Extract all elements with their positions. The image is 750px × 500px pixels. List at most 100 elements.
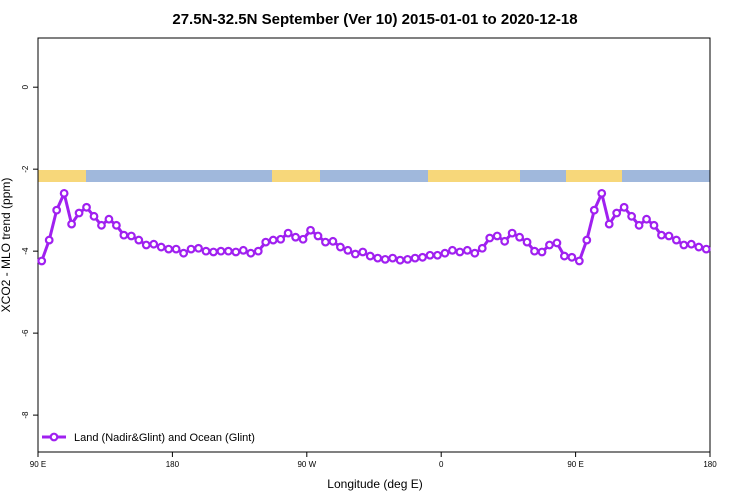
data-point (276, 234, 286, 244)
data-point (209, 247, 218, 257)
data-point (111, 220, 121, 230)
x-tick-label: 90 E (567, 460, 583, 469)
data-point (321, 237, 330, 247)
x-tick-label: 180 (703, 460, 717, 469)
data-point (171, 244, 181, 254)
data-point (418, 252, 427, 262)
data-point (597, 188, 607, 198)
data-point (104, 214, 114, 224)
data-point (567, 252, 577, 262)
data-point (522, 237, 532, 247)
data-point (582, 235, 592, 245)
data-point (380, 254, 390, 264)
data-point (545, 240, 554, 250)
data-point (492, 231, 502, 241)
legend-label: Land (Nadir&Glint) and Ocean (Glint) (74, 432, 255, 444)
data-point (373, 253, 383, 263)
data-point (515, 232, 524, 242)
data-point (283, 228, 293, 238)
data-point (52, 205, 62, 215)
chart-title: 27.5N-32.5N September (Ver 10) 2015-01-0… (172, 11, 577, 28)
data-point (179, 248, 189, 258)
data-point (306, 225, 315, 235)
data-point (485, 233, 495, 243)
data-point (253, 246, 263, 256)
data-point (238, 245, 248, 255)
x-tick-label: 0 (439, 460, 444, 469)
data-point (126, 231, 136, 241)
data-point (664, 231, 674, 241)
data-point (164, 244, 174, 254)
data-point (67, 219, 76, 229)
data-point (500, 236, 510, 246)
data-point (425, 250, 435, 260)
data-point (657, 230, 666, 240)
data-point (313, 231, 323, 241)
x-tick-label: 90 W (297, 460, 316, 469)
plot-frame (37, 37, 711, 453)
data-point (507, 228, 517, 238)
x-tick-label: 90 E (30, 460, 46, 469)
data-point (97, 220, 106, 230)
data-point (642, 214, 651, 224)
data-point (410, 253, 420, 263)
data-point (82, 202, 91, 212)
data-point (537, 247, 547, 257)
data-point (701, 244, 711, 254)
data-point (149, 239, 159, 249)
data-point (388, 253, 398, 263)
data-point (141, 240, 151, 250)
data-point (694, 242, 704, 252)
data-point (448, 245, 457, 255)
data-point (686, 239, 696, 249)
data-point (231, 247, 241, 257)
data-point (216, 246, 226, 256)
legend-marker (49, 432, 59, 442)
data-point (134, 235, 144, 245)
data-point (223, 246, 233, 256)
data-point (455, 247, 465, 257)
data-point (634, 220, 644, 230)
data-point (261, 237, 271, 247)
y-tick-label: -6 (21, 329, 30, 337)
y-tick-label: -2 (21, 165, 30, 173)
data-point (291, 232, 301, 242)
data-point (672, 235, 681, 245)
data-point (477, 243, 487, 253)
data-point (59, 188, 69, 198)
data-point (350, 249, 360, 259)
data-point (186, 244, 196, 254)
data-point (358, 247, 368, 257)
data-point (156, 242, 166, 252)
y-tick-label: -8 (21, 411, 30, 419)
data-point (119, 230, 129, 240)
data-point (612, 208, 622, 218)
data-point (403, 254, 413, 264)
data-point (440, 248, 450, 258)
data-point (74, 208, 84, 218)
data-point (649, 220, 659, 230)
data-point (589, 205, 599, 215)
data-point (574, 256, 584, 266)
data-point (194, 243, 203, 253)
data-point (37, 256, 47, 266)
data-point (604, 219, 614, 229)
x-tick-label: 180 (166, 460, 180, 469)
data-point (395, 255, 405, 265)
data-point (470, 248, 480, 258)
data-point (328, 236, 338, 246)
data-point (298, 234, 308, 244)
data-point (627, 211, 636, 221)
y-tick-label: 0 (21, 84, 30, 89)
data-point (365, 251, 375, 261)
data-point (560, 251, 569, 261)
data-point (201, 246, 211, 256)
y-tick-label: -4 (21, 247, 30, 255)
data-point (619, 202, 629, 212)
y-axis-label: XCO2 - MLO trend (ppm) (0, 178, 13, 313)
data-point (246, 248, 256, 258)
data-point (89, 211, 99, 221)
land-ocean-strip (38, 170, 710, 182)
data-point (552, 238, 562, 248)
